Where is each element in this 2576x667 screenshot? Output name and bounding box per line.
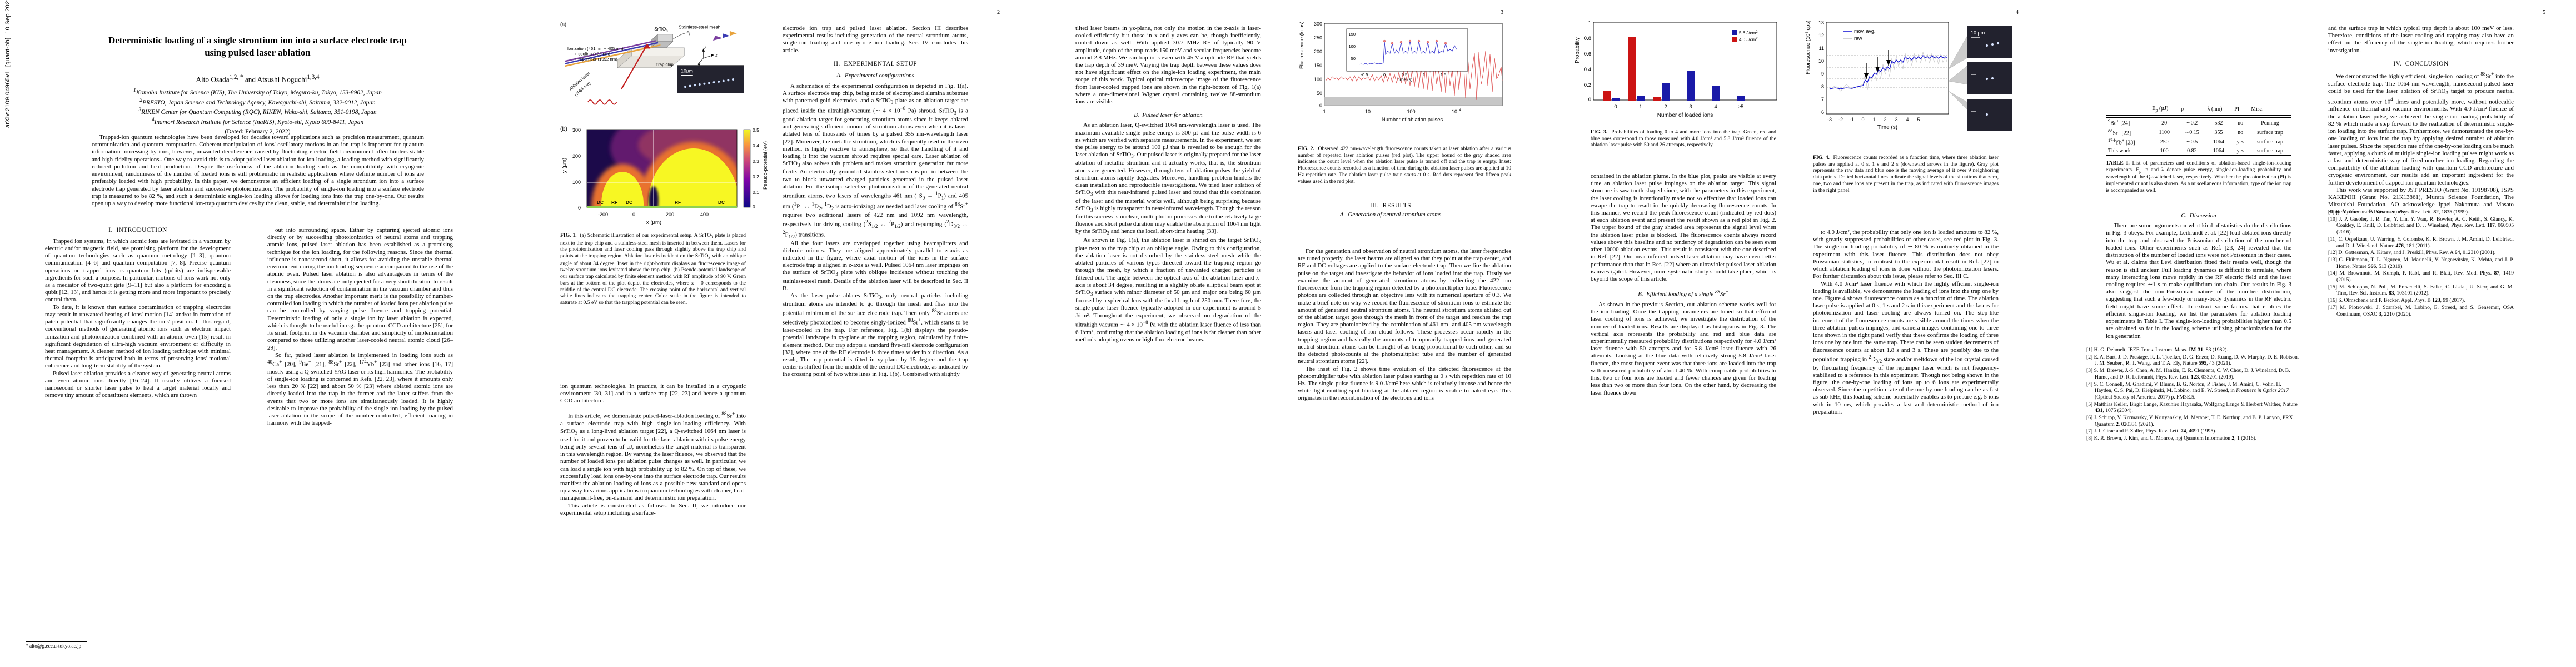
svg-text:RF: RF [611, 200, 617, 205]
svg-text:10 µm: 10 µm [1971, 30, 1985, 36]
svg-text:0.4: 0.4 [753, 143, 759, 148]
svg-text:-200: -200 [598, 212, 608, 217]
svg-text:Time (s): Time (s) [1877, 125, 1897, 131]
svg-text:150: 150 [1314, 63, 1322, 68]
svg-text:DC: DC [597, 200, 604, 205]
svg-text:+ cooling (422 nm): + cooling (422 nm) [575, 52, 611, 57]
svg-text:200: 200 [1314, 49, 1322, 54]
svg-text:10: 10 [1818, 58, 1824, 64]
svg-text:10: 10 [1452, 109, 1457, 115]
svg-text:50: 50 [1351, 56, 1356, 61]
svg-text:0: 0 [1383, 72, 1386, 77]
svg-text:12: 12 [1818, 33, 1824, 38]
svg-text:4: 4 [1714, 104, 1717, 110]
svg-text:200: 200 [666, 212, 674, 217]
svg-text:4: 4 [1459, 108, 1461, 112]
svg-text:6: 6 [1821, 109, 1824, 115]
svg-text:Number of ablation pulses: Number of ablation pulses [1382, 117, 1443, 123]
svg-text:mov. avg.: mov. avg. [1854, 28, 1875, 34]
svg-text:5: 5 [1917, 117, 1920, 122]
svg-text:Number of loaded ions: Number of loaded ions [1657, 112, 1713, 118]
svg-text:5.8 J/cm2: 5.8 J/cm2 [1739, 31, 1758, 36]
svg-text:Ionization (461 nm + 405 nm): Ionization (461 nm + 405 nm) [567, 46, 624, 51]
svg-text:10µm: 10µm [681, 68, 693, 74]
svg-text:100: 100 [1314, 77, 1322, 82]
svg-text:-1: -1 [1850, 117, 1854, 122]
svg-text:(a): (a) [560, 21, 566, 27]
svg-text:0.2: 0.2 [1584, 82, 1591, 88]
svg-text:2: 2 [1664, 104, 1667, 110]
svg-text:0.6: 0.6 [1584, 51, 1591, 57]
svg-text:0.5: 0.5 [753, 127, 759, 133]
svg-text:11: 11 [1819, 46, 1824, 51]
svg-text:0.2: 0.2 [753, 174, 759, 180]
svg-text:x (µm): x (µm) [646, 220, 661, 226]
svg-text:(b): (b) [560, 126, 567, 132]
svg-text:0.8: 0.8 [1584, 36, 1591, 42]
svg-text:SrTiO3: SrTiO3 [654, 27, 668, 33]
svg-text:13: 13 [1818, 20, 1824, 26]
svg-text:0: 0 [578, 205, 581, 211]
svg-text:Pseudo-potential (eV): Pseudo-potential (eV) [763, 141, 768, 190]
svg-text:1: 1 [1423, 72, 1425, 77]
svg-text:0: 0 [632, 212, 635, 217]
svg-text:-2: -2 [1838, 117, 1843, 122]
svg-text:7: 7 [1821, 97, 1824, 102]
svg-text:+ repumper (1092 nm): + repumper (1092 nm) [575, 57, 617, 62]
svg-text:1: 1 [1872, 117, 1875, 122]
svg-text:DC: DC [626, 200, 632, 205]
svg-text:100: 100 [1348, 44, 1356, 49]
svg-text:100: 100 [572, 180, 581, 185]
svg-text:y (µm): y (µm) [561, 158, 567, 173]
svg-text:time (s): time (s) [1398, 77, 1413, 82]
svg-text:400: 400 [700, 212, 709, 217]
svg-text:3: 3 [1895, 117, 1897, 122]
svg-text:300: 300 [1314, 21, 1322, 27]
svg-text:150: 150 [1348, 32, 1356, 37]
svg-text:10: 10 [1365, 109, 1371, 115]
svg-text:raw: raw [1854, 36, 1862, 41]
svg-text:2: 2 [1884, 117, 1886, 122]
svg-text:z: z [715, 52, 718, 57]
svg-text:0.5: 0.5 [1402, 72, 1407, 77]
svg-text:4.0 J/cm2: 4.0 J/cm2 [1739, 37, 1758, 42]
svg-text:1: 1 [1588, 20, 1591, 26]
svg-text:50: 50 [1317, 91, 1322, 96]
svg-text:-0.5: -0.5 [1361, 72, 1368, 77]
svg-text:Fluorescence (kcps): Fluorescence (kcps) [1299, 21, 1305, 69]
svg-text:0.3: 0.3 [753, 158, 759, 164]
svg-text:Fluorescence (104 cps): Fluorescence (104 cps) [1805, 21, 1811, 74]
svg-text:Stainless-steel mesh: Stainless-steel mesh [679, 25, 720, 30]
svg-text:100: 100 [1407, 109, 1415, 115]
svg-text:≥5: ≥5 [1738, 104, 1744, 110]
svg-text:0: 0 [1861, 117, 1864, 122]
svg-text:200: 200 [572, 153, 581, 159]
svg-text:1.5: 1.5 [1441, 72, 1446, 77]
svg-text:0: 0 [1588, 97, 1591, 103]
svg-text:250: 250 [1314, 35, 1322, 41]
svg-text:0: 0 [1319, 103, 1322, 108]
svg-text:1: 1 [1323, 109, 1326, 115]
svg-text:300: 300 [572, 127, 581, 133]
svg-text:3: 3 [1689, 104, 1692, 110]
svg-text:Trap chip: Trap chip [656, 62, 674, 67]
svg-text:y: y [704, 44, 707, 49]
svg-text:RF: RF [675, 200, 681, 205]
svg-text:0.1: 0.1 [753, 190, 759, 195]
svg-text:1: 1 [1639, 104, 1642, 110]
svg-text:-3: -3 [1827, 117, 1832, 122]
svg-text:DC: DC [718, 200, 725, 205]
svg-text:0.4: 0.4 [1584, 67, 1591, 73]
svg-text:Probability: Probability [1575, 37, 1581, 63]
svg-text:9: 9 [1821, 71, 1824, 77]
svg-text:0: 0 [753, 204, 755, 210]
svg-text:8: 8 [1821, 84, 1824, 89]
svg-text:0: 0 [1614, 104, 1617, 110]
svg-text:4: 4 [1906, 117, 1909, 122]
